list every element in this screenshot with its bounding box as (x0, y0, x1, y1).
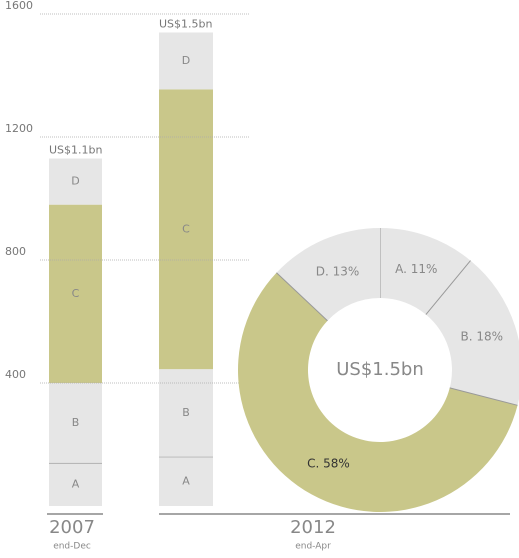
total-label: US$1.1bn (49, 144, 103, 157)
bar-segment (159, 89, 213, 370)
x-sublabel: end-Apr (295, 542, 331, 552)
segment-label: A (182, 474, 190, 487)
slice-divider (276, 272, 328, 322)
segment-label: B (72, 416, 80, 429)
donut-slice (380, 228, 471, 315)
donut-slice (276, 228, 380, 321)
segment-label: B (182, 406, 190, 419)
slice-label: B. 18% (460, 329, 503, 343)
center-label: US$1.5bn (336, 359, 424, 380)
donut-slice (237, 272, 518, 512)
donut-slice (425, 260, 519, 406)
slice-divider (425, 260, 471, 315)
y-tick-label: 1200 (5, 122, 33, 135)
segment-label: C (182, 222, 190, 235)
slice-label: C. 58% (307, 456, 350, 470)
bar-segment (159, 32, 213, 90)
x-tick-label: 2012 (290, 517, 336, 538)
segment-label: A (72, 477, 80, 490)
bar-segment (159, 369, 213, 457)
y-tick-label: 800 (5, 245, 26, 258)
x-sublabel: end-Dec (53, 542, 91, 552)
bar-segment (49, 158, 102, 205)
bar-segment (49, 383, 102, 463)
segment-label: C (72, 287, 80, 300)
bar-segment (49, 204, 102, 383)
slice-label: D. 13% (316, 264, 360, 278)
y-tick-label: 1600 (5, 0, 33, 12)
slice-divider (449, 387, 518, 406)
slice-label: A. 11% (395, 262, 437, 276)
x-tick-label: 2007 (49, 517, 95, 538)
y-tick-label: 400 (5, 368, 26, 381)
bar-segment (159, 456, 213, 506)
segment-label: D (182, 54, 190, 67)
bar-segment (49, 462, 102, 506)
segment-label: D (71, 175, 79, 188)
total-label: US$1.5bn (159, 17, 213, 30)
